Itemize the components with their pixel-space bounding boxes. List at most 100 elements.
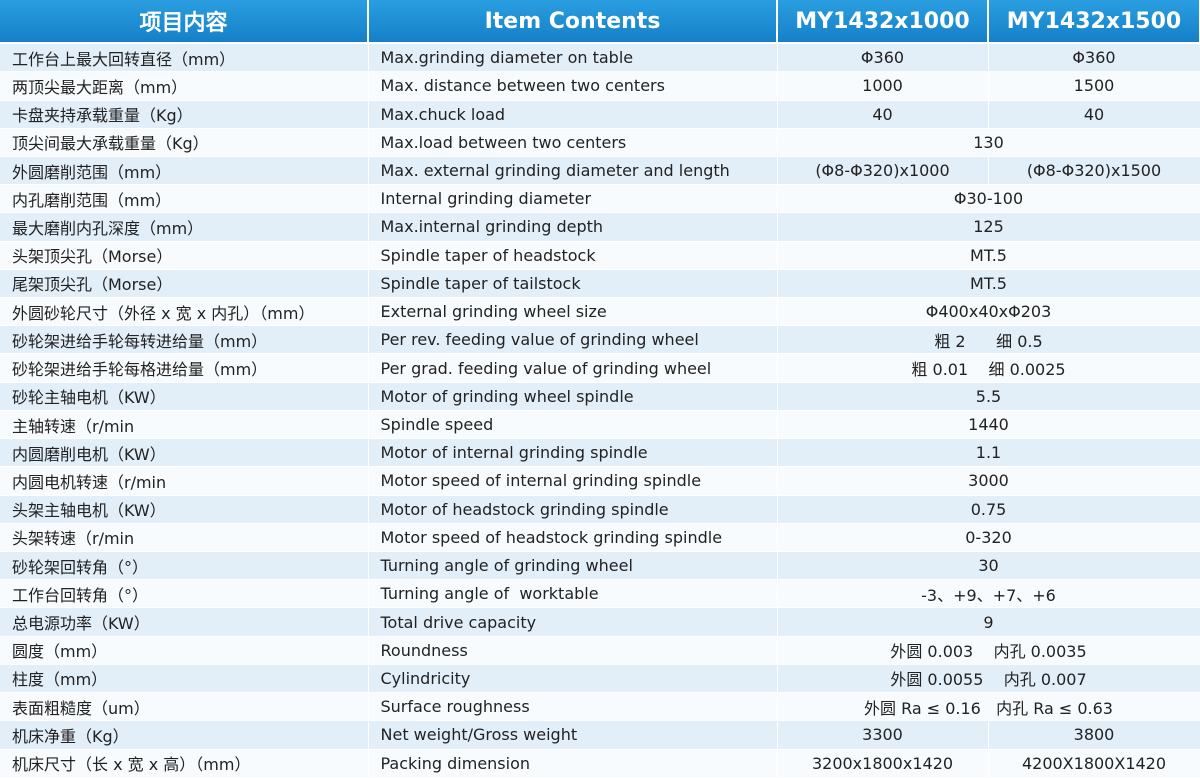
item-cn: 外圆磨削范围（mm） (0, 156, 369, 186)
value-cell: Φ360 (777, 43, 989, 73)
value-cell: 125 (777, 212, 1200, 242)
item-en: Packing dimension (368, 749, 778, 778)
table-row: 工作台上最大回转直径（mm） Max.grinding diameter on t… (0, 43, 1200, 73)
value-cell: (Φ8-Φ320)x1500 (988, 156, 1200, 186)
item-cn: 外圆砂轮尺寸（外径 x 宽 x 内孔）（mm） (0, 297, 369, 327)
item-en: Motor of headstock grinding spindle (368, 495, 778, 524)
table-row: 砂轮架进给手轮每转进给量（mm） Per rev. feeding value o… (0, 325, 1200, 355)
table-row: 头架顶尖孔（Morse） Spindle taper of headstock MT… (0, 241, 1200, 270)
table-row: 主轴转速（r/min Spindle speed 1440 (0, 410, 1200, 440)
item-en: Surface roughness (368, 692, 778, 722)
value-cell: 粗 0.01 细 0.0025 (777, 353, 1200, 383)
value-cell: Φ400x40xΦ203 (777, 297, 1200, 327)
item-cn: 表面粗糙度（um） (0, 692, 369, 722)
value-cell: 3000 (777, 466, 1200, 496)
item-cn: 工作台回转角（°） (0, 579, 369, 609)
item-cn: 砂轮架进给手轮每转进给量（mm） (0, 325, 369, 355)
item-cn: 顶尖间最大承载重量（Kg） (0, 128, 369, 157)
item-cn: 最大磨削内孔深度（mm） (0, 212, 369, 242)
item-en: Max.internal grinding depth (368, 212, 778, 242)
table-row: 机床净重（Kg） Net weight/Gross weight 3300 3800 (0, 720, 1200, 750)
table-row: 头架转速（r/min Motor speed of headstock grind… (0, 523, 1200, 553)
item-cn: 卡盘夹持承载重量（Kg） (0, 100, 369, 129)
value-cell: 0.75 (777, 495, 1200, 524)
header-cell: Item Contents (368, 0, 778, 44)
item-en: Motor of grinding wheel spindle (368, 382, 778, 411)
item-en: Max.chuck load (368, 100, 778, 129)
table-header: 项目内容 Item Contents MY1432x1000 MY1432x1500 (0, 0, 1200, 44)
value-cell: 外圆 0.0055 内孔 0.007 (777, 664, 1200, 694)
item-en: Internal grinding diameter (368, 184, 778, 214)
item-cn: 尾架顶尖孔（Morse） (0, 269, 369, 299)
item-cn: 内圆电机转速（r/min (0, 466, 369, 496)
value-cell: 30 (777, 551, 1200, 581)
table-row: 外圆磨削范围（mm） Max. external grinding diamete… (0, 156, 1200, 186)
value-cell: 1.1 (777, 438, 1200, 468)
item-en: Turning angle of worktable (368, 579, 778, 609)
item-en: Max. distance between two centers (368, 71, 778, 101)
table-row: 圆度（mm） Roundness 外圆 0.003 内孔 0.0035 (0, 636, 1200, 665)
item-en: Spindle taper of tailstock (368, 269, 778, 299)
item-cn: 工作台上最大回转直径（mm） (0, 43, 369, 73)
table-row: 尾架顶尖孔（Morse） Spindle taper of tailstock MT… (0, 269, 1200, 299)
value-cell: -3、+9、+7、+6 (777, 579, 1200, 609)
value-cell: 4200X1800X1420 (988, 749, 1200, 778)
table-row: 内孔磨削范围（mm） Internal grinding diameter Φ30-… (0, 184, 1200, 214)
value-cell: 粗 2 细 0.5 (777, 325, 1200, 355)
item-en: Motor speed of headstock grinding spindl… (368, 523, 778, 553)
table-row: 卡盘夹持承载重量（Kg） Max.chuck load 40 40 (0, 100, 1200, 129)
item-cn: 头架转速（r/min (0, 523, 369, 553)
item-cn: 两顶尖最大距离（mm） (0, 71, 369, 101)
value-cell: 130 (777, 128, 1200, 157)
table-row: 顶尖间最大承载重量（Kg） Max.load between two center… (0, 128, 1200, 157)
table-row: 砂轮主轴电机（KW） Motor of grinding wheel spindl… (0, 382, 1200, 411)
item-en: Max.grinding diameter on table (368, 43, 778, 73)
item-en: Max. external grinding diameter and leng… (368, 156, 778, 186)
header-cell: 项目内容 (0, 0, 369, 44)
table-row: 工作台回转角（°） Turning angle of worktable -3、+9… (0, 579, 1200, 609)
value-cell: 外圆 0.003 内孔 0.0035 (777, 636, 1200, 665)
value-cell: 9 (777, 607, 1200, 637)
table-row: 头架主轴电机（KW） Motor of headstock grinding sp… (0, 495, 1200, 524)
item-en: Spindle speed (368, 410, 778, 440)
value-cell: 外圆 Ra ≤ 0.16 内孔 Ra ≤ 0.63 (777, 692, 1200, 722)
item-cn: 主轴转速（r/min (0, 410, 369, 440)
item-cn: 内孔磨削范围（mm） (0, 184, 369, 214)
value-cell: MT.5 (777, 269, 1200, 299)
table-row: 砂轮架回转角（°） Turning angle of grinding wheel… (0, 551, 1200, 581)
value-cell: 0-320 (777, 523, 1200, 553)
value-cell: Φ360 (988, 43, 1200, 73)
item-en: Net weight/Gross weight (368, 720, 778, 750)
header-cell: MY1432x1000 (777, 0, 989, 44)
item-cn: 头架主轴电机（KW） (0, 495, 369, 524)
item-cn: 机床尺寸（长 x 宽 x 高）（mm） (0, 749, 369, 778)
table-row: 机床尺寸（长 x 宽 x 高）（mm） Packing dimension 3200… (0, 749, 1200, 778)
table-row: 砂轮架进给手轮每格进给量（mm） Per grad. feeding value … (0, 353, 1200, 383)
value-cell: 5.5 (777, 382, 1200, 411)
item-cn: 柱度（mm） (0, 664, 369, 694)
value-cell: MT.5 (777, 241, 1200, 270)
table-row: 外圆砂轮尺寸（外径 x 宽 x 内孔）（mm） External grinding… (0, 297, 1200, 327)
item-en: Turning angle of grinding wheel (368, 551, 778, 581)
table-row: 表面粗糙度（um） Surface roughness 外圆 Ra ≤ 0.16 内… (0, 692, 1200, 722)
header-row: 项目内容 Item Contents MY1432x1000 MY1432x1500 (0, 0, 1200, 44)
table-row: 两顶尖最大距离（mm） Max. distance between two cen… (0, 71, 1200, 101)
value-cell: 1500 (988, 71, 1200, 101)
item-en: Per rev. feeding value of grinding wheel (368, 325, 778, 355)
item-en: Motor of internal grinding spindle (368, 438, 778, 468)
item-cn: 砂轮主轴电机（KW） (0, 382, 369, 411)
item-en: Cylindricity (368, 664, 778, 694)
item-cn: 圆度（mm） (0, 636, 369, 665)
value-cell: 3800 (988, 720, 1200, 750)
item-en: Max.load between two centers (368, 128, 778, 157)
value-cell: 1000 (777, 71, 989, 101)
item-en: Spindle taper of headstock (368, 241, 778, 270)
value-cell: 40 (988, 100, 1200, 129)
item-cn: 砂轮架回转角（°） (0, 551, 369, 581)
value-cell: 40 (777, 100, 989, 129)
item-en: Total drive capacity (368, 607, 778, 637)
item-en: Per grad. feeding value of grinding whee… (368, 353, 778, 383)
item-cn: 头架顶尖孔（Morse） (0, 241, 369, 270)
